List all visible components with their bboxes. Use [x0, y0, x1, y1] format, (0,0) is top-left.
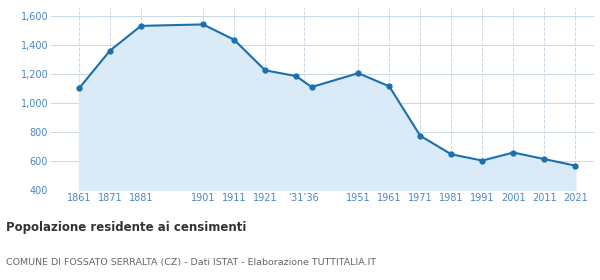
Text: Popolazione residente ai censimenti: Popolazione residente ai censimenti — [6, 221, 247, 234]
Text: COMUNE DI FOSSATO SERRALTA (CZ) - Dati ISTAT - Elaborazione TUTTITALIA.IT: COMUNE DI FOSSATO SERRALTA (CZ) - Dati I… — [6, 258, 376, 267]
